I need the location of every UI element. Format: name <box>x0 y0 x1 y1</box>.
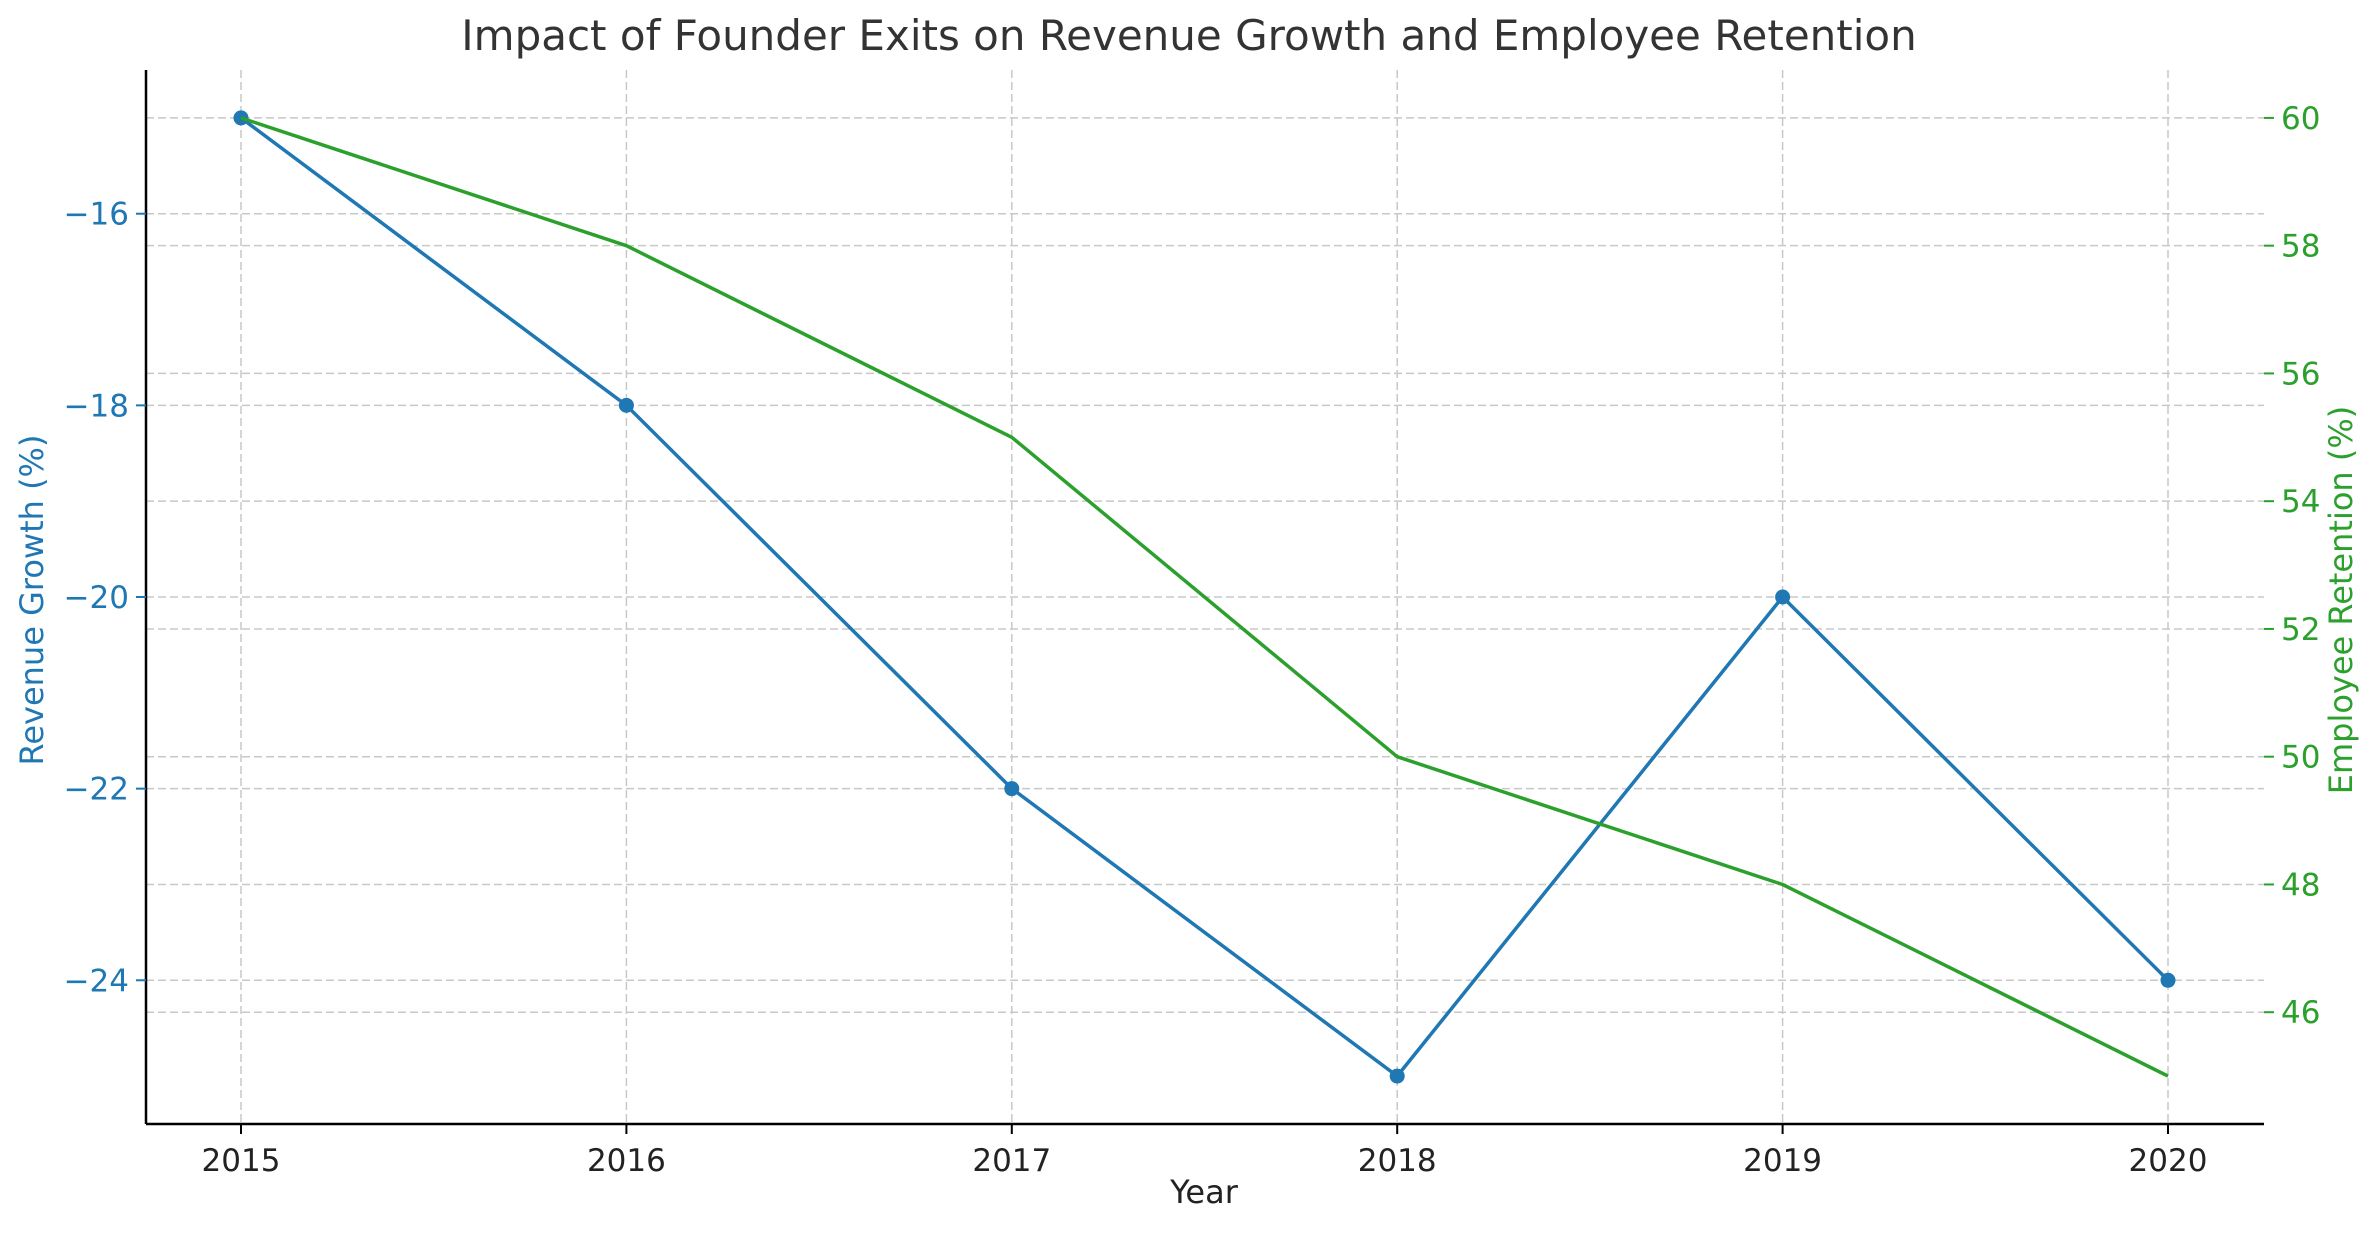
y-left-tick-label: −16 <box>64 197 129 233</box>
series-line-revenue-growth <box>239 116 2170 1078</box>
x-tick-label: 2017 <box>972 1143 1051 1179</box>
y-left-tick-label: −18 <box>64 388 129 424</box>
y-right-tick-label: 46 <box>2281 995 2320 1031</box>
x-tick-label: 2019 <box>1743 1143 1822 1179</box>
y-right-tick-label: 60 <box>2281 101 2320 137</box>
y-left-tick-label: −24 <box>64 963 129 999</box>
y-right-tick-label: 54 <box>2281 484 2320 520</box>
data-point-revenue-growth <box>1775 589 1791 605</box>
data-point-revenue-growth <box>1004 781 1020 797</box>
y-axis-left-label: Revenue Growth (%) <box>13 435 51 766</box>
x-tick-label: 2018 <box>1358 1143 1437 1179</box>
data-point-revenue-growth <box>618 397 634 413</box>
y-right-tick-label: 56 <box>2281 356 2320 392</box>
y-axis-right-label: Employee Retention (%) <box>2322 406 2360 795</box>
y-right-tick-label: 48 <box>2281 867 2320 903</box>
y-left-tick-label: −20 <box>64 580 129 616</box>
data-point-revenue-growth <box>2160 972 2176 988</box>
series-layer <box>233 110 2176 1084</box>
y-right-tick-label: 52 <box>2281 612 2320 648</box>
y-left-tick-label: −22 <box>64 772 129 808</box>
series-line-employee-retention <box>240 116 2169 1078</box>
x-tick-label: 2020 <box>2129 1143 2208 1179</box>
tick-layer: 2015 2016 2017 2018 2019 2020 −24 −22 −20 −18 −16 4… <box>64 101 2321 1179</box>
x-tick-label: 2016 <box>587 1143 666 1179</box>
y-right-tick-label: 58 <box>2281 229 2320 265</box>
y-right-tick-label: 50 <box>2281 740 2320 776</box>
x-axis-label: Year <box>1169 1173 1239 1211</box>
grid-layer <box>146 70 2264 1124</box>
data-point-revenue-growth <box>1389 1068 1405 1084</box>
chart-title: Impact of Founder Exits on Revenue Growt… <box>461 11 1916 60</box>
x-tick-label: 2015 <box>202 1143 281 1179</box>
